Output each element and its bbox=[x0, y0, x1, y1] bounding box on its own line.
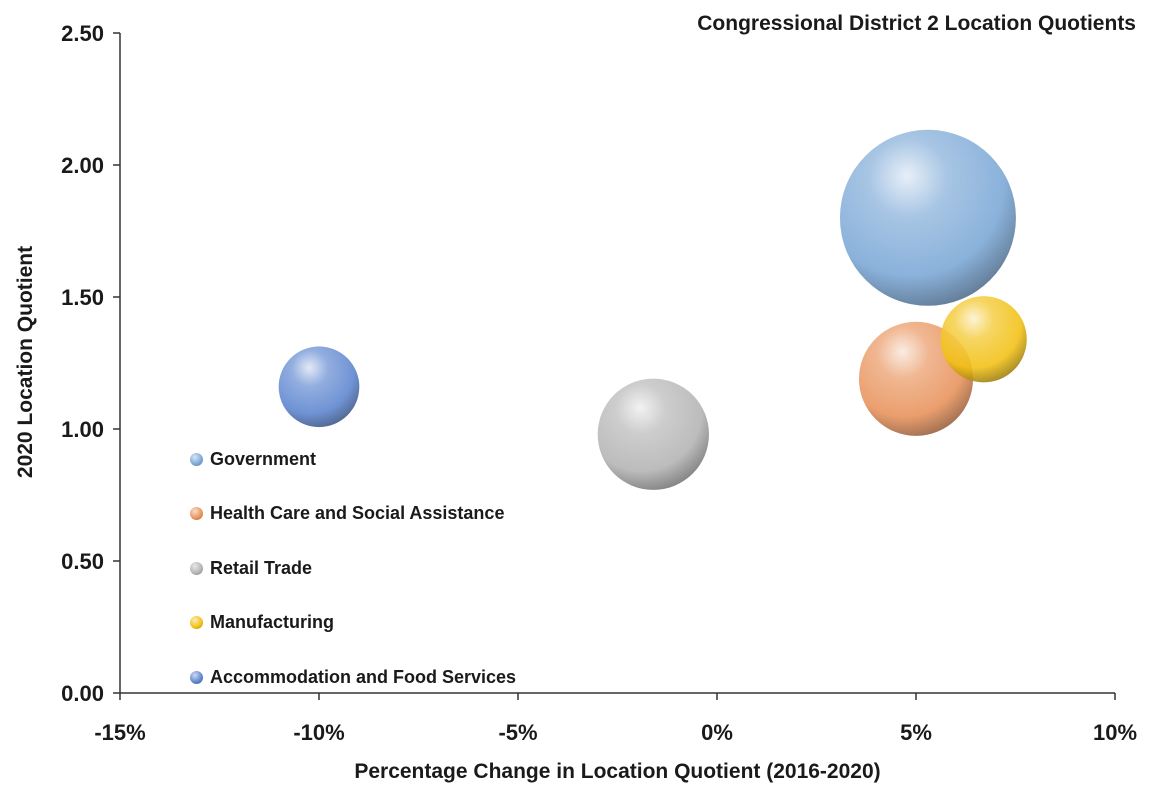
y-axis-label: 2020 Location Quotient bbox=[14, 245, 37, 479]
y-tick-label: 2.50 bbox=[61, 21, 104, 46]
y-tick-label: 1.00 bbox=[61, 417, 104, 442]
axes-layer: 0.00 0.50 1.00 1.50 2.00 2.50 -15% -10% -5% 0% 5% 1… bbox=[61, 21, 1137, 745]
bubble-accommodation-and-food-services bbox=[278, 346, 360, 428]
legend-label-retail-trade: Retail Trade bbox=[210, 557, 313, 578]
legend-item-health-care: Health Care and Social Assistance bbox=[190, 487, 516, 542]
legend-item-retail-trade: Retail Trade bbox=[190, 541, 516, 596]
bubble-manufacturing bbox=[940, 296, 1027, 383]
x-tick-label: 5% bbox=[900, 720, 932, 745]
y-tick-label: 0.00 bbox=[61, 681, 104, 706]
legend-item-government: Government bbox=[190, 432, 516, 487]
chart-title: Congressional District 2 Location Quotie… bbox=[697, 12, 1136, 35]
legend: Government Health Care and Social Assist… bbox=[190, 432, 516, 705]
y-tick-label: 2.00 bbox=[61, 153, 104, 178]
x-tick-label: 10% bbox=[1093, 720, 1137, 745]
x-tick-label: 0% bbox=[701, 720, 733, 745]
y-tick-label: 1.50 bbox=[61, 285, 104, 310]
legend-swatch-health-care bbox=[190, 507, 203, 521]
legend-item-accommodation: Accommodation and Food Services bbox=[190, 650, 516, 705]
legend-label-health-care: Health Care and Social Assistance bbox=[210, 503, 505, 524]
x-tick-label: -5% bbox=[498, 720, 537, 745]
legend-swatch-accommodation bbox=[190, 670, 203, 684]
legend-label-accommodation: Accommodation and Food Services bbox=[210, 666, 517, 687]
x-axis-label: Percentage Change in Location Quotient (… bbox=[354, 760, 881, 783]
legend-label-manufacturing: Manufacturing bbox=[210, 612, 334, 633]
y-tick-label: 0.50 bbox=[61, 549, 104, 574]
legend-swatch-government bbox=[190, 452, 203, 466]
x-tick-label: -10% bbox=[293, 720, 344, 745]
legend-swatch-manufacturing bbox=[190, 616, 203, 630]
bubble-retail-trade bbox=[597, 378, 709, 490]
legend-swatch-retail-trade bbox=[190, 561, 203, 575]
bubble-government bbox=[839, 129, 1016, 306]
legend-item-manufacturing: Manufacturing bbox=[190, 596, 516, 651]
bubbles-layer bbox=[278, 129, 1027, 490]
x-tick-label: -15% bbox=[94, 720, 145, 745]
legend-label-government: Government bbox=[210, 448, 317, 469]
